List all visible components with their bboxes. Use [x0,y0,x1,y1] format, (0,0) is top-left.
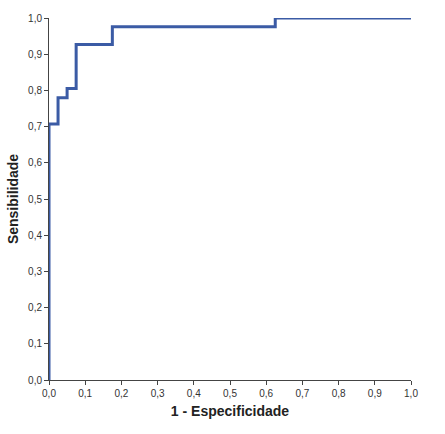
svg-text:0,9: 0,9 [368,388,382,399]
svg-text:0,7: 0,7 [295,388,309,399]
svg-text:0,6: 0,6 [259,388,273,399]
svg-text:0,4: 0,4 [28,230,42,241]
svg-text:0,7: 0,7 [28,121,42,132]
svg-text:Sensibilidade: Sensibilidade [5,154,21,244]
svg-text:1 - Especificidade: 1 - Especificidade [171,403,289,419]
svg-text:1,0: 1,0 [404,388,418,399]
svg-text:0,0: 0,0 [42,388,56,399]
svg-text:0,0: 0,0 [28,375,42,386]
svg-text:0,1: 0,1 [78,388,92,399]
svg-text:0,2: 0,2 [114,388,128,399]
svg-text:0,5: 0,5 [223,388,237,399]
svg-text:0,3: 0,3 [28,266,42,277]
svg-text:0,9: 0,9 [28,49,42,60]
svg-text:0,1: 0,1 [28,338,42,349]
svg-text:0,4: 0,4 [187,388,201,399]
svg-text:0,8: 0,8 [28,85,42,96]
svg-text:0,2: 0,2 [28,302,42,313]
svg-text:0,8: 0,8 [332,388,346,399]
svg-text:0,3: 0,3 [151,388,165,399]
svg-text:0,6: 0,6 [28,157,42,168]
svg-text:1,0: 1,0 [28,13,42,24]
svg-text:0,5: 0,5 [28,194,42,205]
